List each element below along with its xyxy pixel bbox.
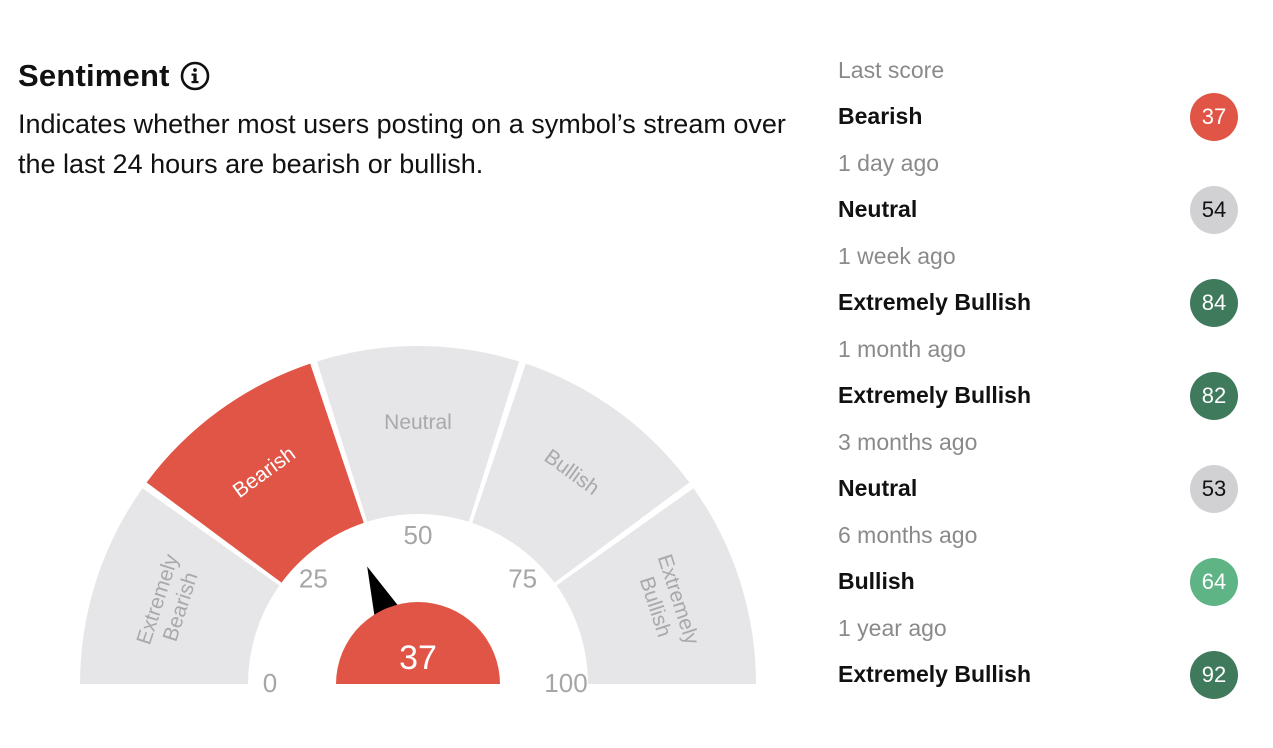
history-sentiment-label: Neutral xyxy=(838,196,918,222)
history-period: 1 month ago xyxy=(838,336,966,362)
gauge-tick-label: 0 xyxy=(263,668,277,698)
history-score-badge: 64 xyxy=(1190,557,1238,606)
gauge-zone-extremely-bearish xyxy=(80,488,280,684)
gauge-zone-bearish xyxy=(146,363,364,583)
page-description: Indicates whether most users posting on … xyxy=(18,109,786,179)
gauge-value-label: 37 xyxy=(399,639,437,677)
gauge-tick-label: 25 xyxy=(299,563,328,593)
gauge-zone-bullish xyxy=(472,363,690,583)
history-row: Neutral 54 xyxy=(838,183,1238,236)
history-score-badge: 37 xyxy=(1190,92,1238,141)
history-row: Bullish 64 xyxy=(838,555,1238,608)
history-score-badge: 84 xyxy=(1190,278,1238,327)
history-score-badge: 53 xyxy=(1190,464,1238,513)
history-period: 3 months ago xyxy=(838,429,978,455)
history-period: Last score xyxy=(838,57,945,83)
history-row: Extremely Bullish 84 xyxy=(838,276,1238,329)
gauge-tick-label: 100 xyxy=(544,668,587,698)
gauge-zone-extremely-bullish xyxy=(556,488,756,684)
history-period: 1 week ago xyxy=(838,243,956,269)
history-sentiment-label: Extremely Bullish xyxy=(838,382,1032,408)
history-period: 1 year ago xyxy=(838,615,947,641)
history-sentiment-label: Bearish xyxy=(838,103,923,129)
info-icon[interactable] xyxy=(180,61,210,91)
title-row: Sentiment xyxy=(18,56,210,96)
history-sentiment-label: Extremely Bullish xyxy=(838,661,1032,687)
history-score-badge: 54 xyxy=(1190,185,1238,234)
gauge-tick-label: 75 xyxy=(508,563,537,593)
history-sentiment-label: Extremely Bullish xyxy=(838,289,1032,315)
sentiment-gauge: ExtremelyBearishBearishNeutralBullishExt… xyxy=(80,346,756,698)
history-row: Neutral 53 xyxy=(838,462,1238,515)
sentiment-panel: Sentiment Indicates whether most users p… xyxy=(18,0,818,748)
gauge-tick-label: 50 xyxy=(404,520,433,550)
page-title: Sentiment xyxy=(18,58,170,93)
history-period: 1 day ago xyxy=(838,150,940,176)
history-sentiment-label: Bullish xyxy=(838,568,915,594)
history-score-badge: 92 xyxy=(1190,650,1238,699)
history-sentiment-label: Neutral xyxy=(838,475,918,501)
sentiment-history: Last score Bearish 37 1 day ago Neutral 54 1 w… xyxy=(838,50,1238,701)
history-row: Extremely Bullish 92 xyxy=(838,648,1238,701)
history-row: Extremely Bullish 82 xyxy=(838,369,1238,422)
gauge-zone-label: Neutral xyxy=(384,411,452,434)
history-period: 6 months ago xyxy=(838,522,978,548)
gauge-value-badge xyxy=(336,602,500,684)
history-score-badge: 82 xyxy=(1190,371,1238,420)
gauge-zone-neutral xyxy=(316,346,520,522)
history-row: Bearish 37 xyxy=(838,90,1238,143)
